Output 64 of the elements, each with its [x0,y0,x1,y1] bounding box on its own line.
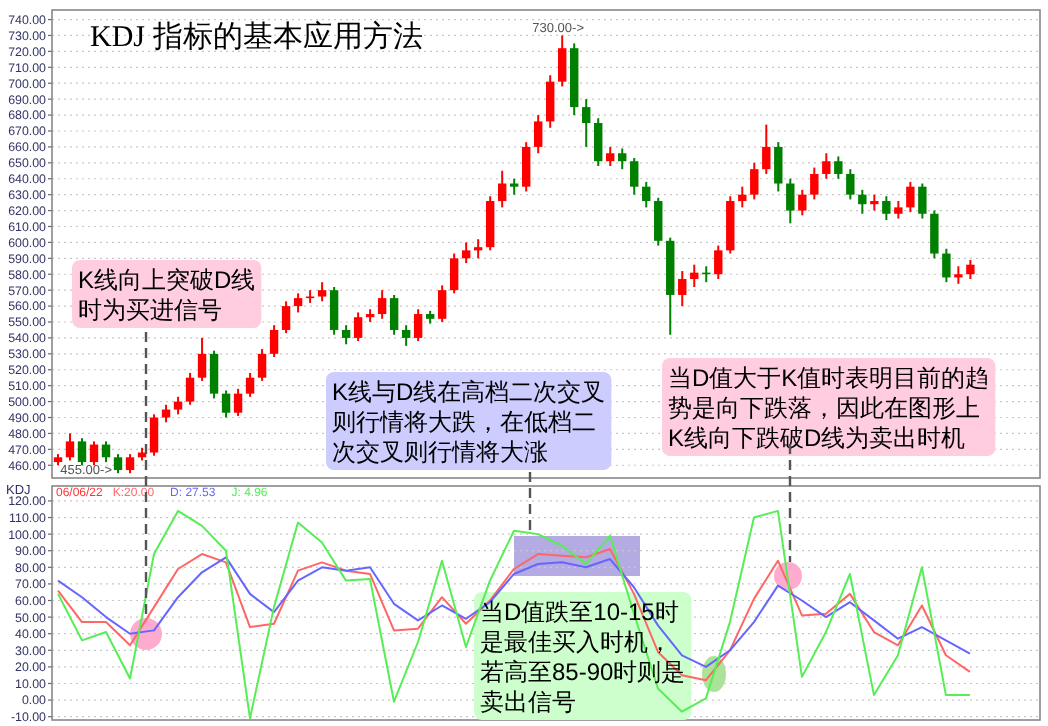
candlestick [930,209,939,260]
candlestick [449,252,459,295]
candlestick [317,281,327,303]
candlestick [558,34,567,88]
candlestick [209,349,219,400]
candlestick [269,324,279,359]
annotation: K线向上突破D线时为买进信号 [78,266,256,325]
candlestick [714,244,723,281]
candlestick [101,440,111,464]
candlestick [618,147,627,171]
candlestick [582,98,591,148]
annotation: K线与D线在高档二次交叉则行情将大跌，在低档二次交叉则行情将大涨 [332,378,606,467]
candlestick [461,241,471,265]
candlestick [281,300,291,335]
candlestick [942,247,951,284]
candlestick [197,336,207,382]
candlestick [245,371,255,398]
candlestick [65,432,75,462]
candlestick [353,311,363,343]
candlestick [810,166,819,201]
candlestick [437,284,447,323]
candlestick [149,413,159,457]
candlestick [497,169,507,209]
candlestick [642,180,651,209]
candlestick [89,440,99,467]
candlestick [654,196,663,247]
candlestick [762,123,771,175]
chart-title: KDJ 指标的基本应用方法 [90,20,423,54]
candlestick [389,293,399,336]
candlestick [630,157,639,196]
candlestick [185,371,195,406]
candlestick [233,387,243,417]
candlestick [534,114,543,155]
candlestick [966,258,975,281]
annotation: 当D值大于K值时表明目前的趋势是向下跌落，因此在图形上K线向下跌破D线为卖出时机 [668,364,990,453]
candlestick [546,74,555,129]
candlestick [77,437,87,467]
candlestick [341,324,351,346]
candlestick [882,195,891,222]
candlestick [329,285,339,336]
candlestick [858,188,867,215]
candlestick [750,161,759,201]
candlestick [113,453,123,475]
candlestick [293,292,303,314]
candlestick [257,348,267,382]
candlestick [834,155,843,180]
candlestick [798,188,807,217]
candlestick [918,182,927,220]
candlestick [413,308,423,343]
candlestick [221,389,231,419]
candlestick [594,117,603,167]
candlestick [774,141,783,193]
candlestick [401,324,411,347]
candlestick [786,177,795,225]
candlestick [485,195,495,252]
line-series [57,509,971,720]
candlestick [377,289,387,320]
candlestick [606,145,615,167]
candlestick [822,152,831,180]
candlestick [521,141,531,193]
candlestick [125,453,135,475]
candlestick [846,168,855,201]
candlestick [906,180,915,214]
candlestick [678,270,687,308]
